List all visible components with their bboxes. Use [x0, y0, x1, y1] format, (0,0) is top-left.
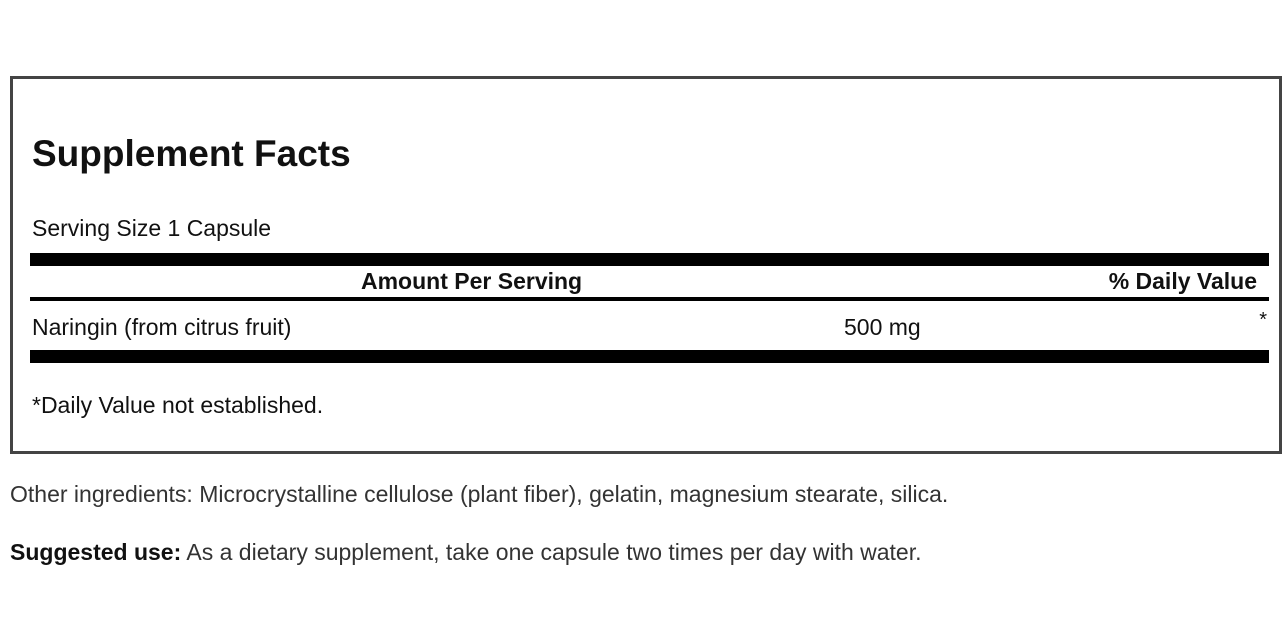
ingredient-amount: 500 mg	[844, 314, 921, 340]
divider-thick	[30, 253, 1269, 266]
supplement-facts-panel: Supplement Facts Serving Size 1 Capsule …	[10, 76, 1282, 454]
panel-title: Supplement Facts	[32, 133, 351, 174]
ingredient-name: Naringin (from citrus fruit)	[32, 314, 292, 340]
footnote: *Daily Value not established.	[32, 392, 324, 418]
amount-per-serving-header: Amount Per Serving	[361, 268, 583, 294]
daily-value-header: % Daily Value	[1108, 268, 1257, 294]
divider-thin	[30, 297, 1269, 301]
suggested-use-text: As a dietary supplement, take one capsul…	[181, 539, 922, 565]
ingredient-daily-value: *	[1259, 309, 1267, 331]
other-ingredients: Other ingredients: Microcrystalline cell…	[10, 481, 949, 507]
divider-thick	[30, 350, 1269, 363]
suggested-use: Suggested use: As a dietary supplement, …	[10, 539, 922, 566]
serving-size: Serving Size 1 Capsule	[32, 215, 272, 241]
suggested-use-label: Suggested use:	[10, 539, 182, 565]
